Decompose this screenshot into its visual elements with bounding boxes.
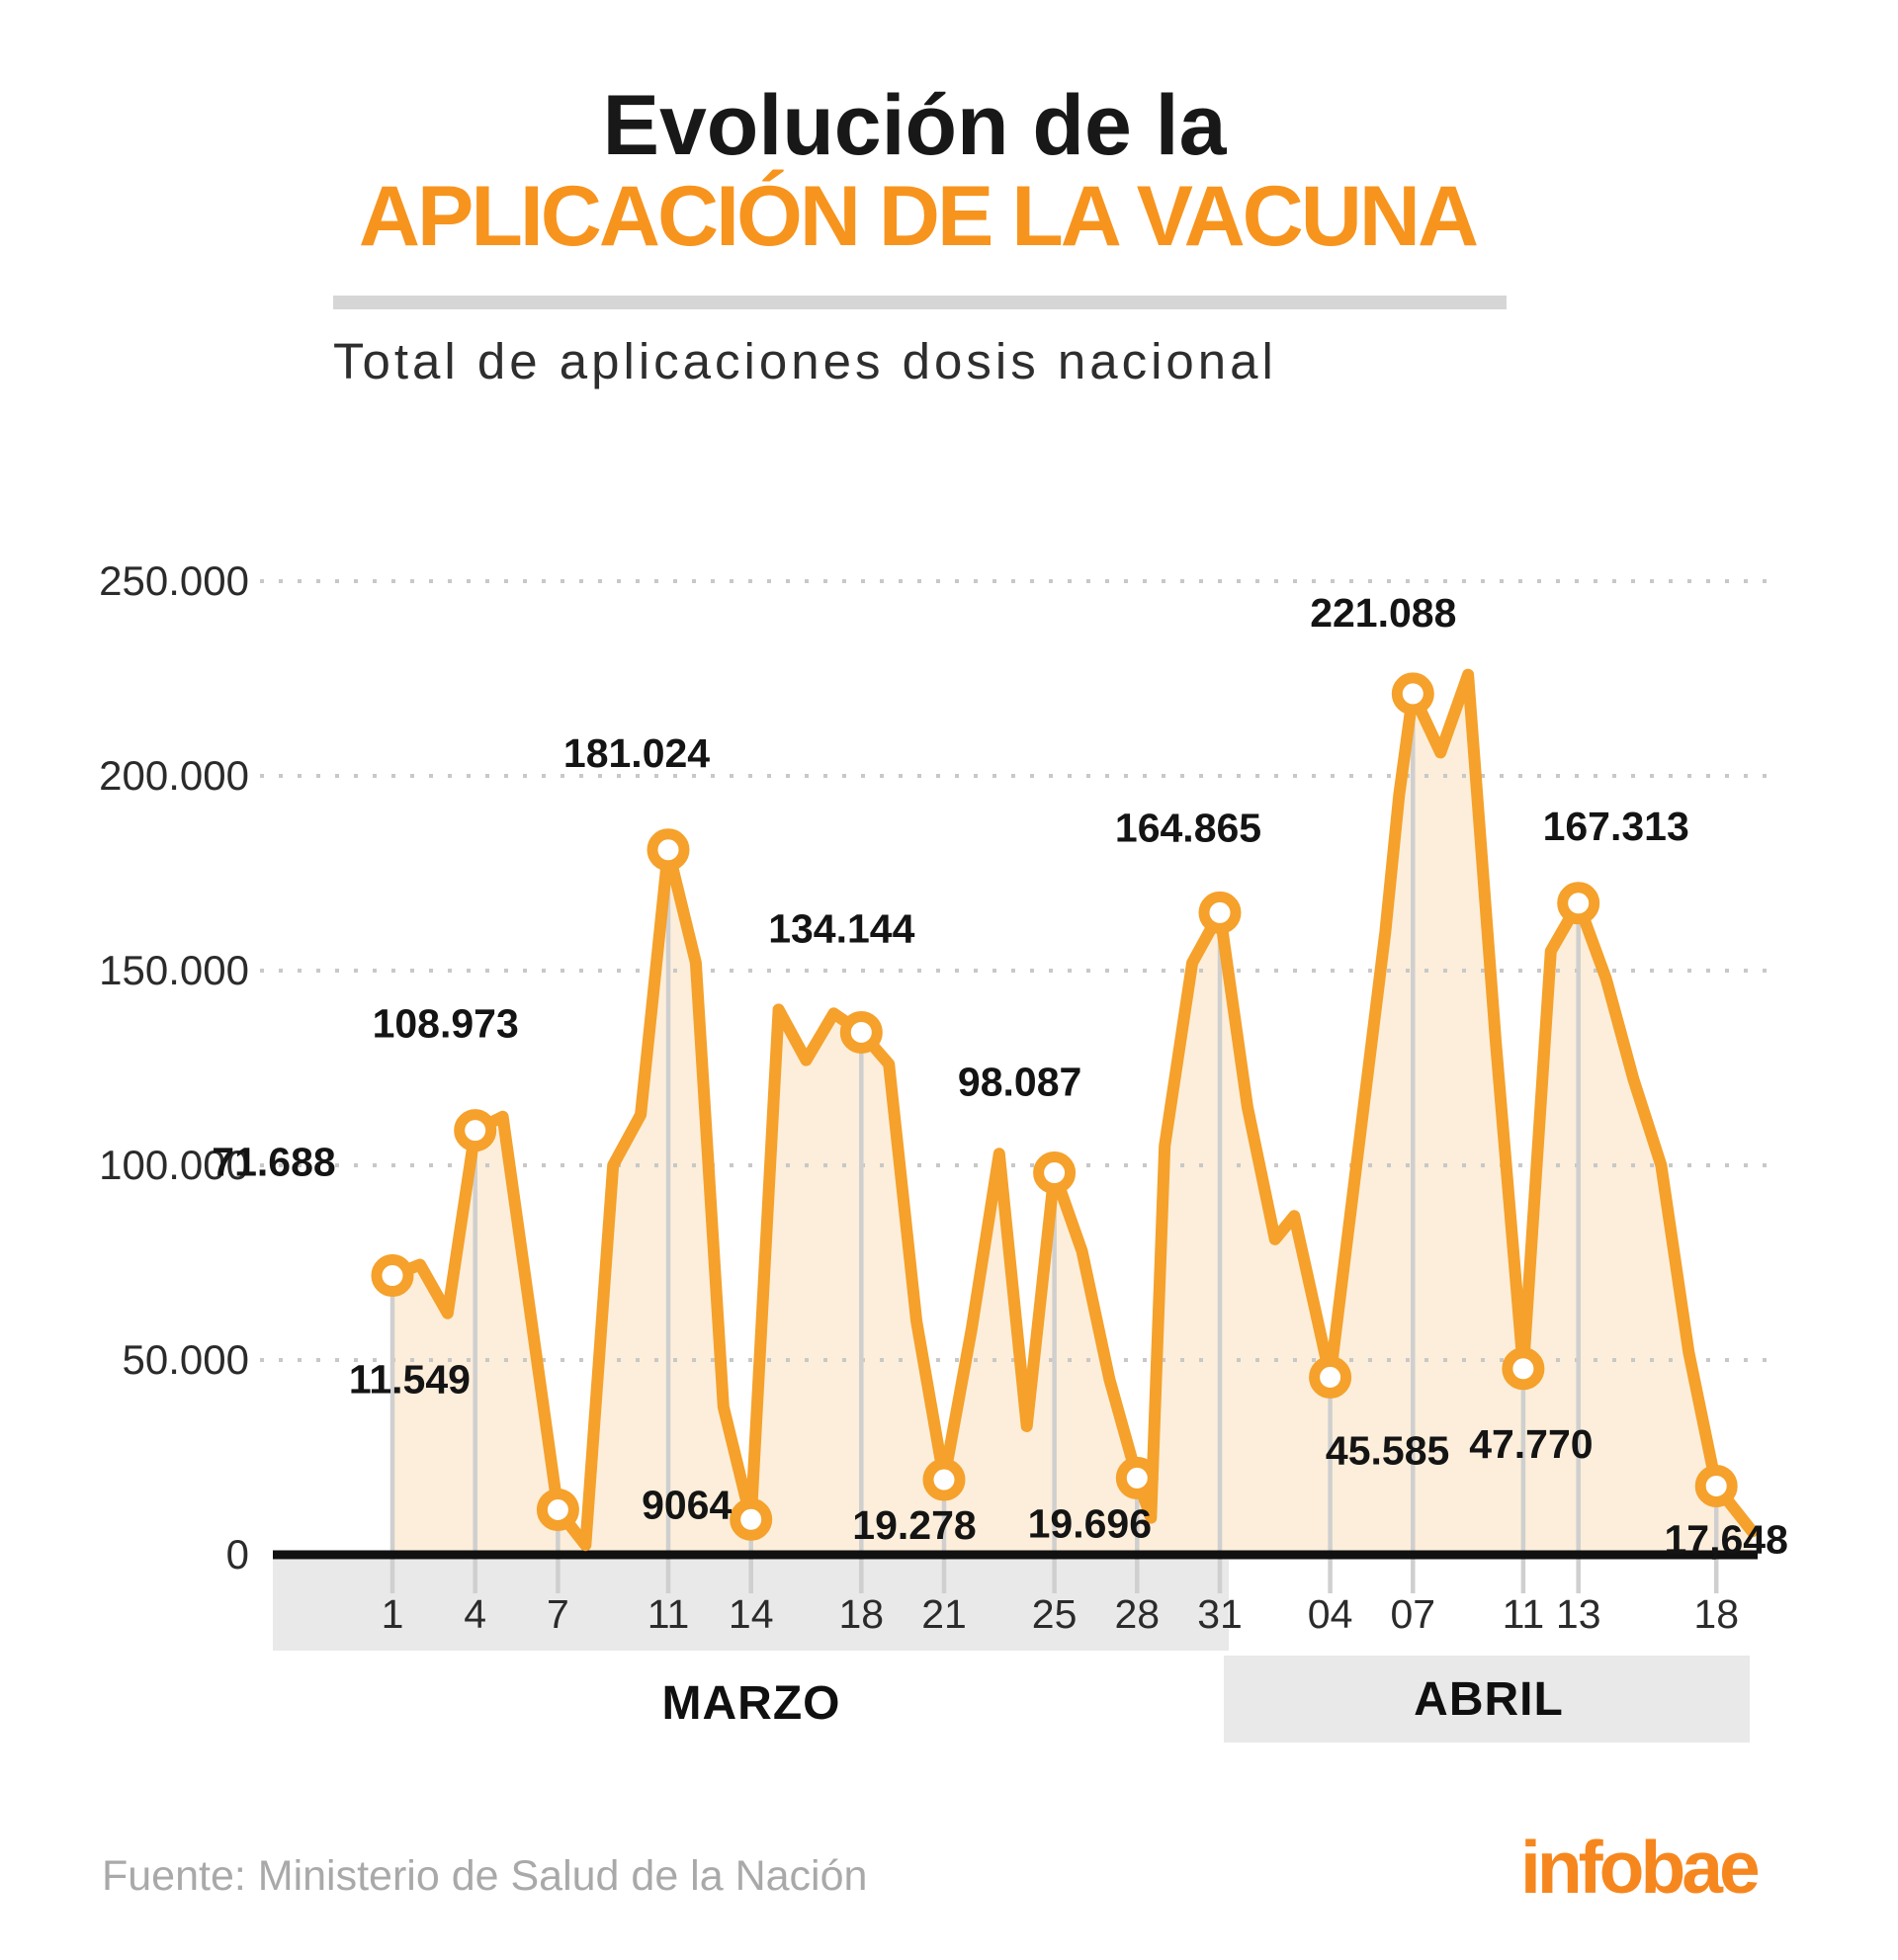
x-axis-label-abril-18: 18 [1693,1591,1739,1637]
title-line2: APLICACIÓN DE LA VACUNA [358,169,1479,264]
y-axis-label-50.000: 50.000 [123,1336,249,1383]
x-axis-label-marzo-25: 25 [1032,1591,1078,1637]
y-axis-label-250.000: 250.000 [99,557,249,604]
data-point-label-marzo-21: 19.278 [852,1502,976,1548]
data-point-label-marzo-25: 98.087 [958,1060,1081,1105]
data-point-marker-marzo-11 [647,828,690,872]
month-label-abril: ABRIL [1414,1673,1564,1726]
x-axis-label-abril-04: 04 [1308,1591,1353,1637]
data-point-marker-marzo-21 [922,1458,966,1501]
data-point-marker-marzo-4 [454,1109,497,1152]
infobae-logo: infobae [1520,1826,1761,1909]
data-point-label-marzo-18: 134.144 [768,905,914,951]
y-axis-label-100.000: 100.000 [99,1142,249,1188]
y-axis-label-200.000: 200.000 [99,752,249,799]
x-axis-label-abril-11: 11 [1503,1591,1545,1637]
month-band-abril [1224,1656,1750,1743]
data-point-marker-abril-07 [1391,672,1434,716]
x-axis-label-marzo-14: 14 [729,1591,774,1637]
data-point-label-marzo-14: 9064 [642,1482,732,1527]
data-point-label-abril-07: 221.088 [1310,590,1456,636]
x-axis-label-marzo-21: 21 [921,1591,967,1637]
x-axis-label-marzo-4: 4 [464,1591,486,1637]
month-label-marzo: MARZO [662,1677,841,1730]
data-point-label-marzo-11: 181.024 [563,730,710,776]
data-point-marker-marzo-28 [1115,1456,1159,1499]
data-point-label-abril-04: 45.585 [1326,1427,1449,1473]
data-point-label-marzo-28: 19.696 [1028,1500,1152,1546]
data-point-label-marzo-4: 108.973 [373,1001,519,1047]
data-point-label-abril-11: 47.770 [1469,1421,1593,1467]
data-point-marker-marzo-25 [1033,1151,1077,1195]
x-axis-label-abril-07: 07 [1390,1591,1435,1637]
data-point-marker-abril-04 [1309,1355,1352,1399]
x-axis-label-marzo-18: 18 [838,1591,884,1637]
subtitle: Total de aplicaciones dosis nacional [333,333,1277,389]
data-point-marker-marzo-7 [536,1488,579,1531]
data-point-label-marzo-31: 164.865 [1115,805,1261,850]
x-axis-label-marzo-11: 11 [647,1591,690,1637]
data-point-marker-abril-18 [1694,1464,1738,1507]
x-axis-label-marzo-28: 28 [1114,1591,1160,1637]
data-point-label-abril-13: 167.313 [1543,804,1689,849]
x-axis-label-marzo-7: 7 [547,1591,569,1637]
data-point-marker-abril-13 [1557,882,1600,925]
data-point-label-marzo-1: 71.688 [212,1140,335,1185]
y-axis-label-150.000: 150.000 [99,947,249,993]
data-point-marker-marzo-1 [371,1254,414,1298]
x-axis-label-marzo-31: 31 [1197,1591,1243,1637]
data-point-marker-marzo-14 [730,1497,773,1541]
title-underline [333,296,1507,309]
data-point-marker-abril-11 [1502,1347,1545,1391]
source-note: Fuente: Ministerio de Salud de la Nación [102,1852,868,1900]
line-series [387,668,1759,1552]
x-axis-label-marzo-1: 1 [382,1591,404,1637]
data-point-label-abril-18: 17,648 [1664,1516,1787,1562]
data-point-label-marzo-7: 11.549 [349,1356,471,1402]
data-point-marker-marzo-18 [839,1010,883,1054]
title-line1: Evolución de la [602,78,1227,173]
y-axis-label-0: 0 [226,1531,249,1577]
data-point-marker-marzo-31 [1198,891,1242,934]
x-axis-label-abril-13: 13 [1556,1591,1601,1637]
